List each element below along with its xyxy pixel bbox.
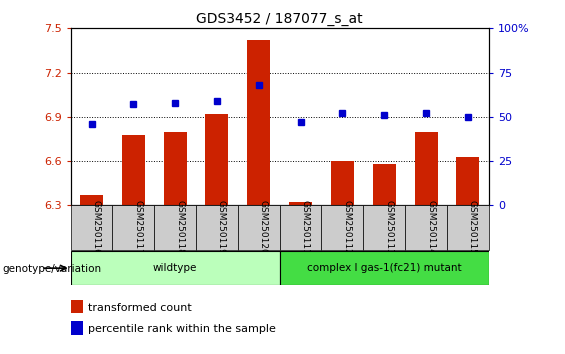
Text: GSM250112: GSM250112 <box>342 200 351 255</box>
Text: GSM250119: GSM250119 <box>217 200 226 255</box>
FancyBboxPatch shape <box>363 205 405 250</box>
Text: GSM250115: GSM250115 <box>468 200 477 255</box>
Bar <box>373 164 396 205</box>
Bar <box>289 202 312 205</box>
Text: GSM250118: GSM250118 <box>175 200 184 255</box>
Text: transformed count: transformed count <box>88 303 192 313</box>
FancyBboxPatch shape <box>154 205 196 250</box>
Bar <box>457 156 479 205</box>
FancyBboxPatch shape <box>447 205 489 250</box>
Text: percentile rank within the sample: percentile rank within the sample <box>88 324 276 334</box>
Text: GSM250113: GSM250113 <box>384 200 393 255</box>
Text: wildtype: wildtype <box>153 263 197 273</box>
Bar <box>164 132 186 205</box>
Title: GDS3452 / 187077_s_at: GDS3452 / 187077_s_at <box>197 12 363 26</box>
Bar <box>247 40 270 205</box>
Text: GSM250120: GSM250120 <box>259 200 268 255</box>
Text: genotype/variation: genotype/variation <box>3 264 102 274</box>
FancyBboxPatch shape <box>280 205 321 250</box>
Bar <box>331 161 354 205</box>
Text: GSM250116: GSM250116 <box>92 200 101 255</box>
Text: GSM250117: GSM250117 <box>133 200 142 255</box>
FancyBboxPatch shape <box>112 205 154 250</box>
FancyBboxPatch shape <box>71 205 112 250</box>
FancyBboxPatch shape <box>280 251 489 285</box>
Bar <box>415 132 437 205</box>
Bar <box>80 195 103 205</box>
Text: complex I gas-1(fc21) mutant: complex I gas-1(fc21) mutant <box>307 263 462 273</box>
FancyBboxPatch shape <box>238 205 280 250</box>
FancyBboxPatch shape <box>71 251 280 285</box>
FancyBboxPatch shape <box>196 205 238 250</box>
Bar <box>206 114 228 205</box>
Text: GSM250111: GSM250111 <box>301 200 310 255</box>
Bar <box>122 135 145 205</box>
Text: GSM250114: GSM250114 <box>426 200 435 255</box>
FancyBboxPatch shape <box>321 205 363 250</box>
FancyBboxPatch shape <box>405 205 447 250</box>
